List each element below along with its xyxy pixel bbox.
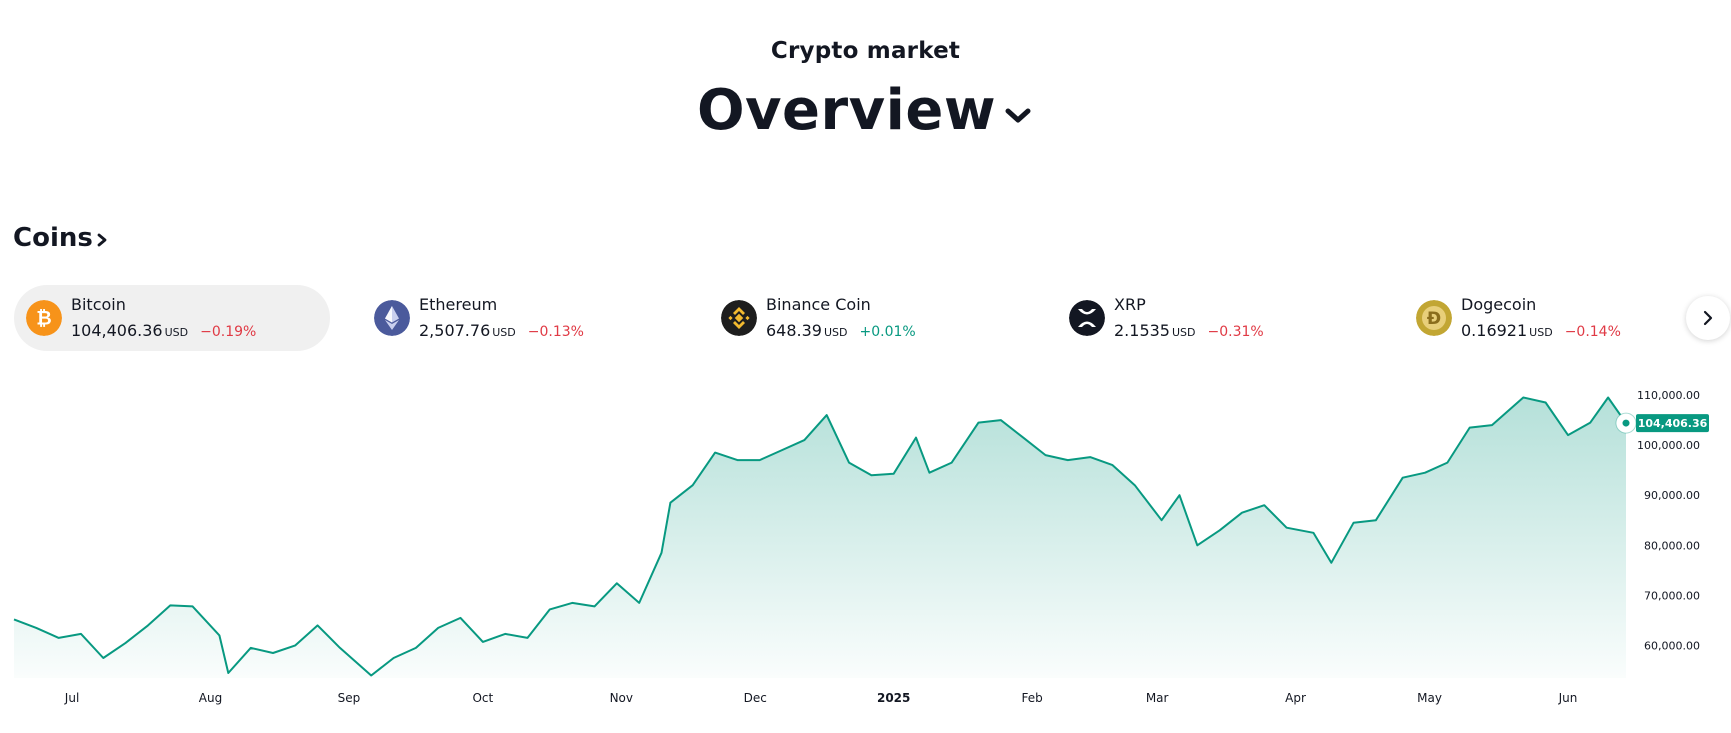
chevron-down-icon [1005, 108, 1031, 123]
coin-currency: USD [164, 326, 189, 339]
ethereum-icon [374, 300, 410, 336]
coin-change: +0.01% [859, 324, 916, 340]
page-subtitle: Crypto market [770, 38, 961, 64]
xrp-icon [1069, 300, 1105, 336]
coins-section-link[interactable]: Coins [13, 223, 109, 253]
coin-name: Dogecoin [1461, 295, 1537, 314]
coin-card-bitcoin[interactable]: ₿ Bitcoin 104,406.36 USD −0.19% [14, 285, 330, 351]
svg-text:Ð: Ð [1427, 309, 1441, 329]
coin-price: 104,406.36 [71, 321, 163, 340]
binance-coin-icon [721, 300, 757, 336]
coins-section-title: Coins [13, 223, 93, 253]
x-tick-label: Nov [610, 691, 633, 705]
y-axis: 110,000.00 100,000.00 90,000.00 80,000.00 70… [1637, 389, 1700, 652]
page-title-text: Overview [696, 78, 997, 143]
coin-name: Bitcoin [71, 295, 126, 314]
coin-card-binance-coin[interactable]: Binance Coin 648.39 USD +0.01% [709, 285, 1025, 351]
coin-name: XRP [1114, 295, 1146, 314]
x-tick-label: Aug [199, 691, 222, 705]
coin-currency: USD [1171, 326, 1196, 339]
coin-price: 2,507.76 [419, 321, 491, 340]
last-price-marker: 104,406.36 [1615, 412, 1709, 434]
x-tick-label: May [1417, 691, 1442, 705]
chevron-right-icon [1703, 310, 1713, 326]
coin-price: 2.1535 [1114, 321, 1170, 340]
x-tick-label: Apr [1285, 691, 1306, 705]
coin-currency: USD [823, 326, 848, 339]
coin-name: Binance Coin [766, 295, 871, 314]
price-area-fill [14, 397, 1626, 678]
x-tick-label: Mar [1146, 691, 1169, 705]
price-chart[interactable]: 110,000.00 100,000.00 90,000.00 80,000.00 70… [0, 380, 1731, 710]
coin-card-dogecoin[interactable]: Ð Dogecoin 0.16921 USD −0.14% [1404, 285, 1720, 351]
x-tick-label: Jul [64, 691, 79, 705]
bitcoin-icon: ₿ [26, 300, 62, 336]
y-tick-label: 110,000.00 [1637, 389, 1700, 402]
y-tick-label: 80,000.00 [1644, 539, 1700, 552]
coin-card-ethereum[interactable]: Ethereum 2,507.76 USD −0.13% [362, 285, 678, 351]
coin-change: −0.19% [200, 324, 257, 340]
coin-change: −0.31% [1207, 324, 1264, 340]
chevron-right-icon [97, 233, 107, 247]
last-price-badge-label: 104,406.36 [1638, 417, 1708, 430]
x-tick-label: Jun [1558, 691, 1578, 705]
dogecoin-icon: Ð [1416, 300, 1452, 336]
last-price-badge [1636, 414, 1709, 433]
coin-change: −0.13% [527, 324, 584, 340]
x-axis: Jul Aug Sep Oct Nov Dec 2025 Feb Mar Apr May Jun [64, 691, 1578, 705]
y-tick-label: 100,000.00 [1637, 439, 1700, 452]
y-tick-label: 90,000.00 [1644, 489, 1700, 502]
next-coins-button[interactable] [1686, 296, 1730, 340]
last-point-dot [1622, 419, 1630, 427]
x-tick-label: Dec [744, 691, 767, 705]
coin-currency: USD [1529, 326, 1553, 339]
coin-price: 648.39 [766, 321, 822, 340]
x-tick-label: Feb [1021, 691, 1042, 705]
x-tick-label: Sep [338, 691, 361, 705]
y-tick-label: 60,000.00 [1644, 639, 1700, 652]
page-title[interactable]: Overview [0, 76, 1731, 146]
coin-change: −0.14% [1564, 324, 1621, 340]
coin-name: Ethereum [419, 295, 498, 314]
coin-card-xrp[interactable]: XRP 2.1535 USD −0.31% [1057, 285, 1373, 351]
coin-currency: USD [492, 326, 516, 339]
y-tick-label: 70,000.00 [1644, 589, 1700, 602]
coin-price: 0.16921 [1461, 321, 1528, 340]
x-tick-label: 2025 [877, 691, 910, 705]
x-tick-label: Oct [472, 691, 493, 705]
svg-text:₿: ₿ [36, 308, 51, 330]
price-line [13, 396, 1627, 677]
